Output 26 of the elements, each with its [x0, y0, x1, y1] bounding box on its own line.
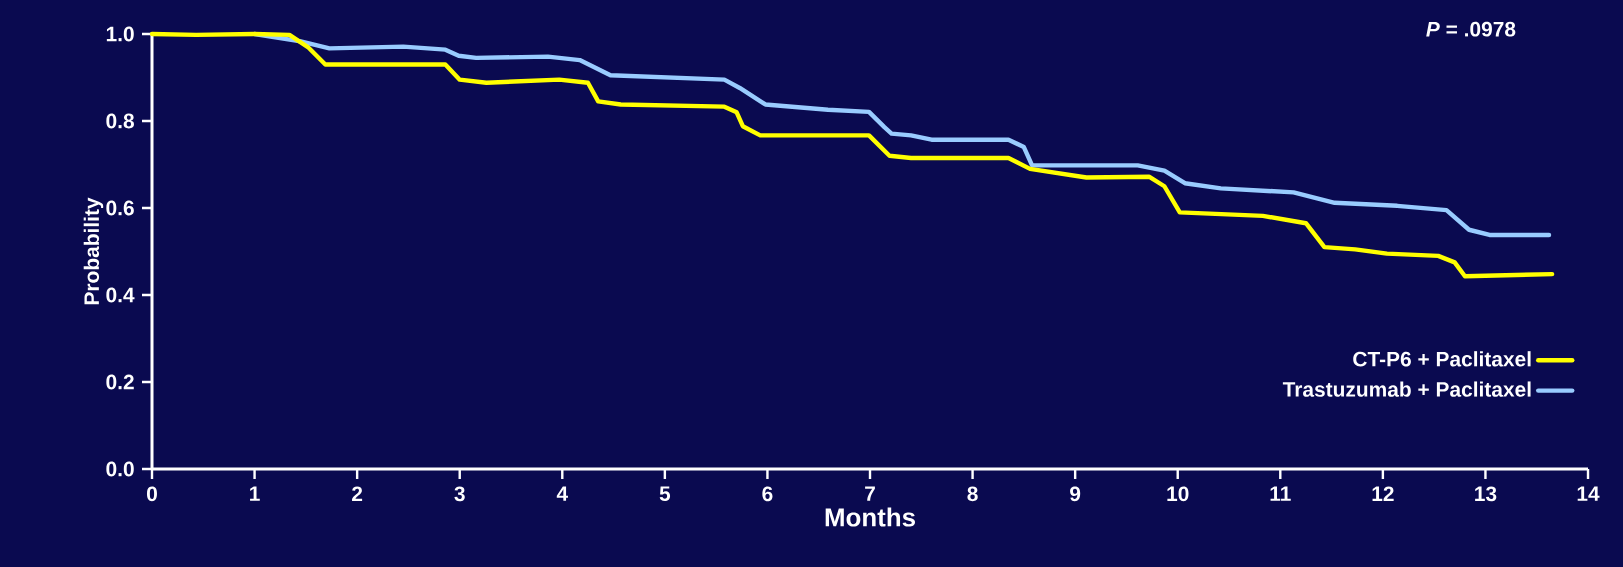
y-tick-label: 0.6 [106, 200, 134, 216]
x-tick-label: 2 [352, 486, 363, 501]
x-tick-label: 6 [762, 486, 773, 502]
x-axis-title: Months [825, 507, 915, 527]
x-tick-label: 3 [454, 486, 465, 502]
legend-label: Trastuzumab + Paclitaxel [1282, 381, 1531, 397]
x-tick-label: 0 [146, 486, 157, 502]
x-tick-label: 10 [1167, 486, 1189, 502]
y-tick-label: 0.8 [106, 113, 134, 129]
y-tick-label: 0.0 [106, 461, 134, 477]
y-tick-label: 0.4 [106, 287, 135, 303]
legend-label: CT-P6 + Paclitaxel [1353, 351, 1531, 367]
x-tick-label: 11 [1270, 486, 1291, 501]
x-tick-label: 14 [1577, 486, 1600, 501]
annotation: P = .0978 [1426, 21, 1516, 37]
x-tick-label: 4 [556, 486, 568, 501]
y-tick-label: 1.0 [106, 26, 134, 42]
y-tick-label: 0.2 [106, 374, 134, 390]
y-axis-title: Probability [83, 197, 104, 305]
x-tick-label: 12 [1372, 486, 1394, 501]
x-tick-label: 8 [967, 486, 978, 502]
x-tick-label: 13 [1475, 486, 1497, 502]
x-tick-label: 7 [865, 486, 875, 501]
x-tick-label: 5 [659, 486, 671, 501]
x-tick-label: 9 [1070, 486, 1081, 502]
x-tick-label: 1 [250, 486, 260, 501]
